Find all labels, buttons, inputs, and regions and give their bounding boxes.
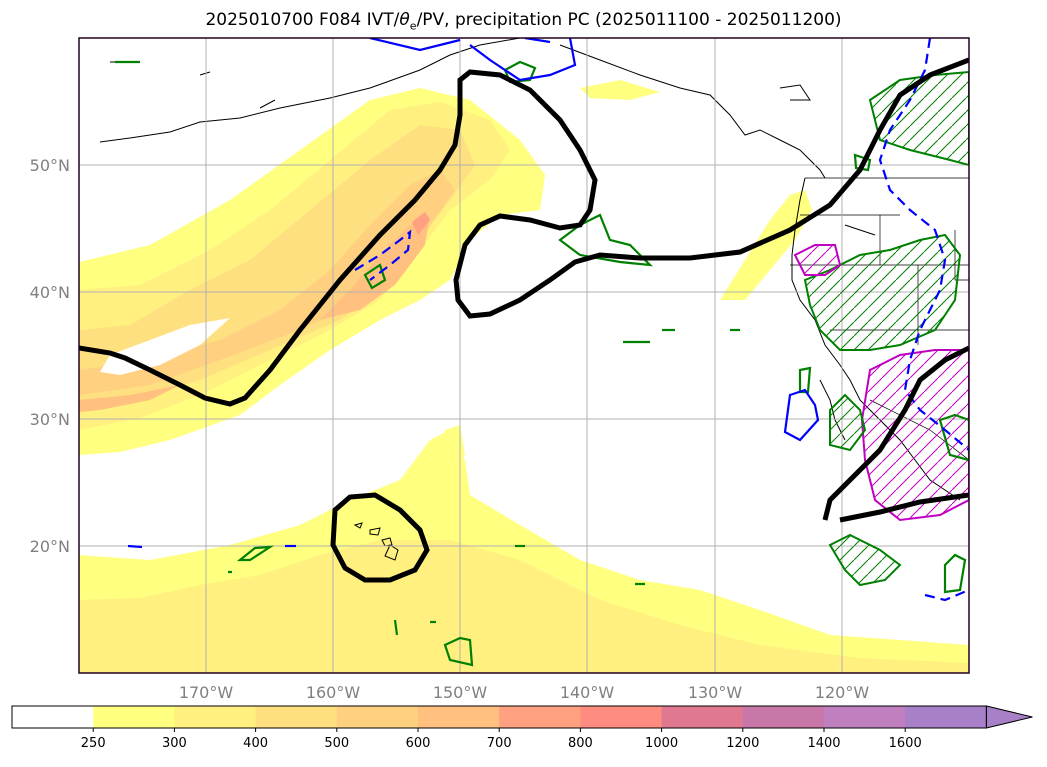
colorbar-segment [174, 706, 257, 728]
colorbar-segment [580, 706, 663, 728]
colorbar-segment [661, 706, 744, 728]
x-tick-label: 150°W [433, 683, 488, 702]
colorbar-segment [418, 706, 500, 728]
colorbar-segment [336, 706, 419, 728]
x-tick-label: 140°W [560, 683, 615, 702]
colorbar-segment [93, 706, 175, 728]
colorbar-tick-label: 500 [324, 736, 349, 751]
colorbar-tick-label: 1200 [726, 736, 759, 751]
y-axis-labels: 50°N 40°N 30°N 20°N [30, 156, 70, 556]
x-tick-label: 120°W [815, 683, 870, 702]
colorbar-tick-label: 1000 [645, 736, 678, 751]
colorbar-segment [499, 706, 581, 728]
colorbar-tick-label: 1400 [807, 736, 840, 751]
colorbar-extend-arrow [985, 705, 1033, 729]
colorbar-tick-label: 250 [81, 736, 106, 751]
y-tick-label: 40°N [30, 283, 70, 302]
colorbar-tick-label: 600 [406, 736, 431, 751]
x-tick-label: 170°W [179, 683, 234, 702]
colorbar-segment [742, 706, 825, 728]
colorbar-tick-label: 400 [243, 736, 268, 751]
colorbar-tick-label: 300 [162, 736, 187, 751]
x-tick-label: 130°W [688, 683, 743, 702]
precip-hatching [793, 70, 969, 587]
ivt-shading [79, 80, 969, 673]
pv-contours [79, 57, 969, 583]
colorbar-tick-label: 700 [487, 736, 512, 751]
map-title: 2025010700 F084 IVT/θe/PV, precipitation… [205, 10, 842, 33]
x-axis-labels: 170°W 160°W 150°W 140°W 130°W 120°W [179, 683, 870, 702]
colorbar-tick-label: 1600 [889, 736, 922, 751]
colorbar-segment [12, 706, 94, 728]
colorbar-segment [255, 706, 338, 728]
y-tick-label: 20°N [30, 537, 70, 556]
colorbar: 250 300 400 500 600 700 800 1000 1200 1400 1600 [11, 705, 1033, 751]
colorbar-segment [905, 706, 987, 728]
colorbar-tick-label: 800 [568, 736, 593, 751]
x-tick-label: 160°W [306, 683, 361, 702]
plot-frame [78, 37, 970, 674]
hawaii-islands [353, 522, 399, 561]
colorbar-segment [824, 706, 906, 728]
y-tick-label: 50°N [30, 156, 70, 175]
y-tick-label: 30°N [30, 410, 70, 429]
